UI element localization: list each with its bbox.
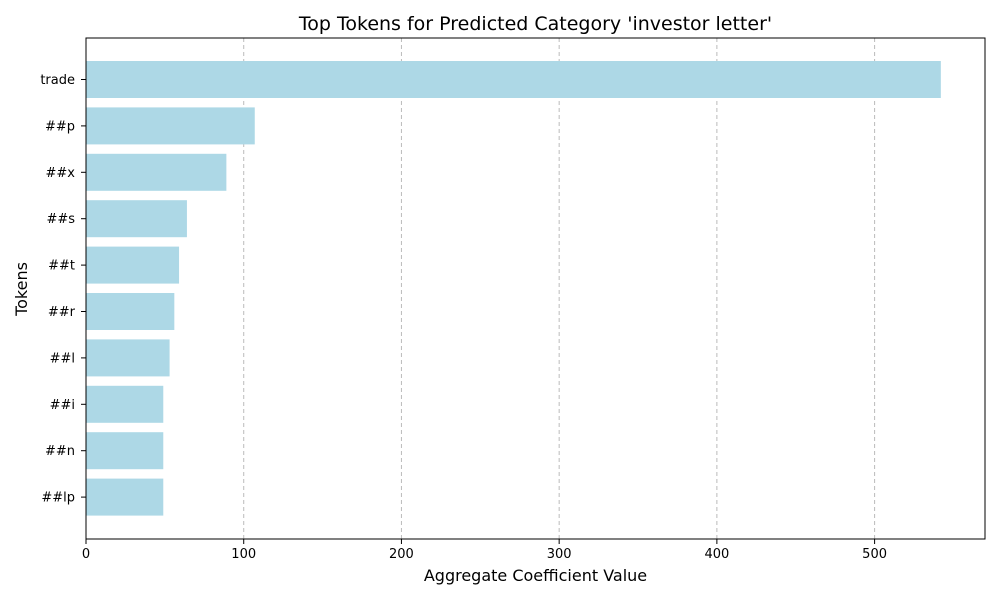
- y-tick-label: ##r: [48, 305, 76, 320]
- x-tick-label: 300: [547, 547, 572, 562]
- bar-l: [86, 339, 170, 377]
- bars: [86, 61, 941, 516]
- y-axis-label: Tokens: [12, 262, 31, 317]
- bar-p: [86, 107, 255, 145]
- plot-frame: [85, 37, 986, 540]
- grid-lines: [243, 38, 876, 539]
- bar-n: [86, 432, 164, 470]
- y-tick-label: ##n: [45, 444, 75, 459]
- x-axis-ticks: 0 100 200 300 400 500: [82, 539, 887, 562]
- x-tick-label: 100: [231, 547, 256, 562]
- y-tick-label: ##l: [50, 351, 75, 366]
- bar-trade: [86, 61, 941, 98]
- bar-x: [86, 153, 227, 191]
- chart-title: Top Tokens for Predicted Category 'inves…: [298, 13, 772, 35]
- y-tick-label: ##s: [46, 212, 75, 227]
- y-tick-label: ##x: [46, 166, 76, 181]
- y-tick-label: ##i: [50, 398, 75, 413]
- x-tick-label: 400: [704, 547, 729, 562]
- x-tick-label: 0: [82, 547, 90, 562]
- y-tick-label: ##p: [45, 119, 75, 134]
- bar-lp: [86, 478, 164, 516]
- bar-t: [86, 246, 180, 284]
- bar-i: [86, 385, 164, 423]
- y-tick-label: ##t: [48, 259, 75, 274]
- x-axis-label: Aggregate Coefficient Value: [424, 566, 647, 585]
- y-axis-ticks: trade ##p ##x ##s ##t ##r ##l ##i ##n ##lp: [40, 73, 86, 506]
- bar-s: [86, 200, 187, 238]
- bar-r: [86, 293, 175, 330]
- x-tick-label: 500: [862, 547, 887, 562]
- y-tick-label: ##lp: [41, 491, 75, 506]
- y-tick-label: trade: [40, 73, 75, 88]
- x-tick-label: 200: [389, 547, 414, 562]
